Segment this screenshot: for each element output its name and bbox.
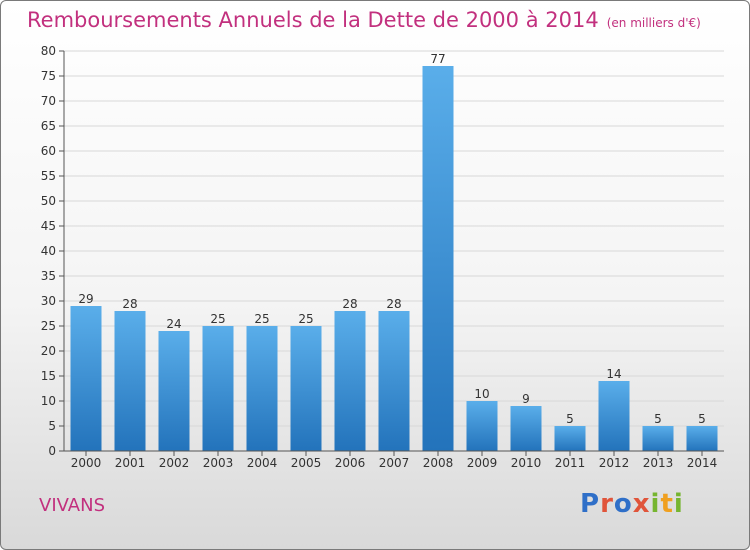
bar-value-label: 25 — [210, 312, 225, 326]
bar — [422, 66, 454, 451]
x-tick-label: 2007 — [379, 456, 410, 470]
bar-value-label: 9 — [522, 392, 530, 406]
x-tick-label: 2001 — [115, 456, 146, 470]
bar — [466, 401, 498, 451]
y-tick-label: 55 — [41, 169, 56, 183]
x-tick-label: 2009 — [467, 456, 498, 470]
x-axis: 2000 2001 2002 2003 2004 2005 2006 2007 2008 2009… — [64, 450, 724, 470]
x-tick-label: 2014 — [687, 456, 718, 470]
proxiti-logo: Proxiti — [580, 489, 684, 519]
bar — [246, 326, 278, 451]
y-tick-label: 10 — [41, 394, 56, 408]
bar — [114, 311, 146, 451]
x-tick-label: 2012 — [599, 456, 630, 470]
x-tick-label: 2010 — [511, 456, 542, 470]
bar-value-label: 5 — [566, 412, 574, 426]
bar — [598, 381, 630, 451]
y-tick-label: 60 — [41, 144, 56, 158]
bar-value-label: 25 — [254, 312, 269, 326]
bar — [378, 311, 410, 451]
y-tick-label: 15 — [41, 369, 56, 383]
y-tick-label: 25 — [41, 319, 56, 333]
y-tick-label: 20 — [41, 344, 56, 358]
bar-value-label: 29 — [78, 292, 93, 306]
chart-title-text: Remboursements Annuels de la Dette de 20… — [27, 8, 599, 32]
y-tick-label: 45 — [41, 219, 56, 233]
bars: 29 28 24 25 25 25 28 28 77 10 9 5 14 5 5 — [70, 52, 718, 451]
x-tick-label: 2004 — [247, 456, 278, 470]
bar-value-label: 5 — [698, 412, 706, 426]
bar — [554, 426, 586, 451]
bar — [642, 426, 674, 451]
bar — [290, 326, 322, 451]
x-tick-label: 2003 — [203, 456, 234, 470]
y-tick-label: 80 — [41, 44, 56, 58]
commune-name: VIVANS — [39, 495, 105, 516]
chart-title: Remboursements Annuels de la Dette de 20… — [27, 8, 701, 32]
x-tick-label: 2011 — [555, 456, 586, 470]
y-tick-label: 50 — [41, 194, 56, 208]
chart-unit: (en milliers d'€) — [606, 16, 701, 30]
y-tick-label: 70 — [41, 94, 56, 108]
x-tick-label: 2002 — [159, 456, 190, 470]
y-tick-label: 65 — [41, 119, 56, 133]
bar-value-label: 5 — [654, 412, 662, 426]
x-tick-label: 2000 — [71, 456, 102, 470]
y-tick-label: 40 — [41, 244, 56, 258]
bar — [70, 306, 102, 451]
bar-value-label: 25 — [298, 312, 313, 326]
x-tick-label: 2006 — [335, 456, 366, 470]
bar — [202, 326, 234, 451]
x-tick-label: 2005 — [291, 456, 322, 470]
bar-value-label: 28 — [122, 297, 137, 311]
bar-value-label: 24 — [166, 317, 181, 331]
bar — [158, 331, 190, 451]
bar-value-label: 77 — [430, 52, 445, 66]
y-tick-label: 75 — [41, 69, 56, 83]
bar-value-label: 10 — [474, 387, 489, 401]
x-tick-label: 2008 — [423, 456, 454, 470]
bar — [686, 426, 718, 451]
bar-value-label: 28 — [386, 297, 401, 311]
bar — [510, 406, 542, 451]
y-tick-label: 30 — [41, 294, 56, 308]
y-axis: 0 5 10 15 20 25 30 35 40 45 50 55 60 65 70 75 80 — [41, 44, 65, 458]
bar-value-label: 14 — [606, 367, 621, 381]
y-tick-label: 5 — [48, 419, 56, 433]
y-tick-label: 0 — [48, 444, 56, 458]
x-tick-label: 2013 — [643, 456, 674, 470]
bar-value-label: 28 — [342, 297, 357, 311]
bar — [334, 311, 366, 451]
y-tick-label: 35 — [41, 269, 56, 283]
